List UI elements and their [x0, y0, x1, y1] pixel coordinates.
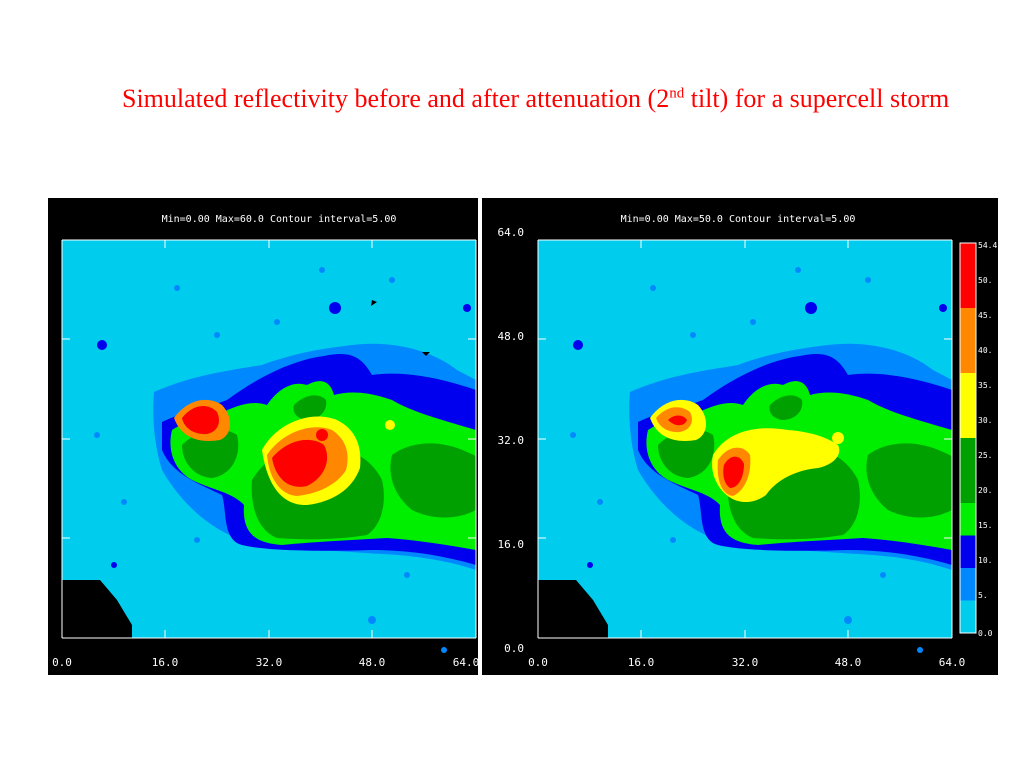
title-superscript: nd: [669, 85, 685, 102]
colorbar-label-3: 40.: [978, 346, 992, 355]
colorbar-label-1: 50.: [978, 276, 992, 285]
right-y-tick-48: 48.0: [498, 330, 525, 343]
colorbar-label-9: 10.: [978, 556, 992, 565]
colorbar-swatch: [960, 308, 976, 341]
colorbar-swatch: [960, 470, 976, 504]
right-y-tick-0: 0.0: [504, 642, 524, 655]
colorbar-swatch: [960, 600, 976, 634]
colorbar-swatch: [960, 340, 976, 374]
colorbar-label-11: 0.0: [978, 629, 993, 638]
left-core-west-red: [182, 406, 219, 435]
right-panel: Min=0.00 Max=50.0 Contour interval=5.00: [498, 214, 966, 669]
right-y-tick-16: 16.0: [498, 538, 525, 551]
right-x-tick-32: 32.0: [732, 656, 759, 669]
slide-title: Simulated reflectivity before and after …: [122, 82, 982, 116]
colorbar-label-10: 5.: [978, 591, 988, 600]
panel-divider: [478, 198, 482, 675]
colorbar-swatch: [960, 568, 976, 601]
right-x-tick-0: 0.0: [528, 656, 548, 669]
colorbar-swatch: [960, 503, 976, 536]
left-x-tick-0: 0.0: [52, 656, 72, 669]
left-panel: Min=0.00 Max=60.0 Contour interval=5.00: [52, 214, 479, 669]
colorbar-swatch: [960, 243, 976, 276]
title-post: tilt) for a supercell storm: [684, 84, 950, 113]
colorbar-label-8: 15.: [978, 521, 992, 530]
left-x-tick-48: 48.0: [359, 656, 386, 669]
title-pre: Simulated reflectivity before and after …: [122, 84, 670, 113]
colorbar-swatch: [960, 535, 976, 569]
right-core-main-red: [723, 456, 744, 488]
colorbar-swatch: [960, 438, 976, 471]
colorbar-swatch: [960, 405, 976, 439]
colorbar-label-2: 45.: [978, 311, 992, 320]
right-y-tick-32: 32.0: [498, 434, 525, 447]
colorbar-frame: [959, 242, 977, 634]
left-x-tick-64: 64.0: [453, 656, 480, 669]
right-panel-header: Min=0.00 Max=50.0 Contour interval=5.00: [621, 214, 856, 225]
reflectivity-figure-svg: Min=0.00 Max=60.0 Contour interval=5.00: [52, 198, 997, 675]
colorbar-label-0: 54.4: [978, 241, 997, 250]
right-x-tick-64: 64.0: [939, 656, 966, 669]
right-x-tick-48: 48.0: [835, 656, 862, 669]
colorbar-label-4: 35.: [978, 381, 992, 390]
right-y-tick-64: 64.0: [498, 226, 525, 239]
colorbar-label-6: 25.: [978, 451, 992, 460]
colorbar-swatches: [959, 242, 977, 634]
right-x-tick-16: 16.0: [628, 656, 655, 669]
left-panel-header: Min=0.00 Max=60.0 Contour interval=5.00: [162, 214, 397, 225]
right-plot-area: [537, 239, 953, 653]
colorbar-label-5: 30.: [978, 416, 992, 425]
reflectivity-figure: Min=0.00 Max=60.0 Contour interval=5.00: [48, 198, 998, 675]
left-x-tick-16: 16.0: [152, 656, 179, 669]
colorbar-label-7: 20.: [978, 486, 992, 495]
left-plot-area: [61, 239, 477, 653]
left-x-tick-32: 32.0: [256, 656, 283, 669]
colorbar: 54.4 50. 45. 40. 35. 30. 25. 20. 15. 10.…: [959, 241, 997, 638]
left-core-main-red: [272, 439, 328, 487]
colorbar-swatch: [960, 275, 976, 309]
colorbar-swatch: [960, 373, 976, 406]
right-core-west-red: [668, 415, 687, 426]
